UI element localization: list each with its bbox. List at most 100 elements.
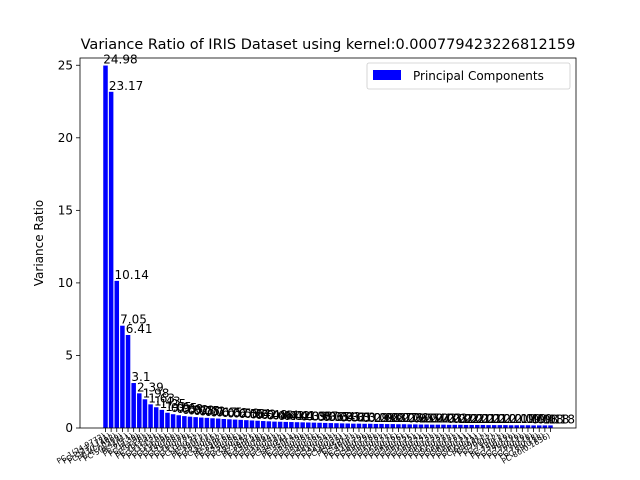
y-tick-label-10: 10 xyxy=(58,276,73,290)
data-label-22: 0.62 xyxy=(222,406,249,420)
bar-32 xyxy=(277,421,283,428)
bar-46 xyxy=(356,423,362,428)
legend-label: Principal Components xyxy=(413,69,544,83)
data-label-36: 0.39 xyxy=(300,409,327,423)
bar-16 xyxy=(187,416,193,428)
bar-37 xyxy=(306,422,311,428)
data-label-58: 0.24 xyxy=(424,412,451,426)
data-label-41: 0.34 xyxy=(329,410,356,424)
bar-43 xyxy=(339,423,345,428)
data-label-63: 0.22 xyxy=(452,412,479,426)
legend-box xyxy=(366,62,571,90)
data-label-69: 0.2 xyxy=(486,412,505,426)
data-label-28: 0.5 xyxy=(255,408,274,422)
bar-64 xyxy=(458,424,463,428)
data-label-35: 0.4 xyxy=(295,409,314,423)
bar-71 xyxy=(497,425,503,428)
data-label-9: 1.63 xyxy=(148,391,175,405)
bar-35 xyxy=(294,422,300,428)
data-label-51: 0.27 xyxy=(385,411,412,425)
bar-41 xyxy=(328,423,334,428)
data-label-59: 0.23 xyxy=(430,412,457,426)
bar-69 xyxy=(486,425,491,428)
bar-28 xyxy=(255,420,260,428)
bar-53 xyxy=(396,424,401,428)
bar-15 xyxy=(182,416,187,428)
bar-76 xyxy=(525,425,531,428)
bar-42 xyxy=(334,423,339,428)
data-label-12: 1.05 xyxy=(165,400,192,414)
data-label-52: 0.27 xyxy=(391,411,418,425)
bar-33 xyxy=(283,421,289,428)
bar-48 xyxy=(367,423,373,428)
data-label-32: 0.43 xyxy=(278,409,305,423)
bar-21 xyxy=(215,418,221,428)
data-label-3: 10.14 xyxy=(115,268,149,282)
data-label-66: 0.21 xyxy=(469,412,496,426)
data-label-71: 0.2 xyxy=(498,412,517,426)
data-label-70: 0.2 xyxy=(492,412,511,426)
chart-title: Variance Ratio of IRIS Dataset using ker… xyxy=(81,37,576,53)
bar-23 xyxy=(227,419,232,428)
data-label-74: 0.19 xyxy=(514,412,541,426)
data-label-39: 0.36 xyxy=(317,410,344,424)
data-label-19: 0.7 xyxy=(205,405,224,419)
data-label-27: 0.52 xyxy=(250,407,277,421)
bar-5 xyxy=(125,334,131,428)
data-label-77: 0.18 xyxy=(531,412,558,426)
bar-63 xyxy=(452,424,457,428)
data-label-26: 0.54 xyxy=(244,407,271,421)
bar-70 xyxy=(491,425,497,428)
bar-56 xyxy=(413,424,418,428)
bar-60 xyxy=(435,424,441,428)
data-label-16: 0.78 xyxy=(188,404,215,418)
data-label-60: 0.23 xyxy=(436,412,463,426)
data-label-4: 7.05 xyxy=(120,313,147,327)
bar-31 xyxy=(272,421,277,428)
data-label-43: 0.32 xyxy=(340,410,367,424)
data-labels-group: 24.98 23.17 10.14 7.056.41 3.12.391.981.631.… xyxy=(103,53,575,427)
y-tick-label-15: 15 xyxy=(58,203,73,217)
data-label-7: 2.39 xyxy=(137,380,164,394)
bar-1 xyxy=(103,65,108,429)
data-label-56: 0.25 xyxy=(413,411,440,425)
bar-80 xyxy=(548,425,553,428)
y-tick-label-25: 25 xyxy=(58,58,73,72)
bar-12 xyxy=(165,412,170,428)
bar-52 xyxy=(390,424,396,428)
data-label-67: 0.21 xyxy=(475,412,502,426)
data-label-73: 0.19 xyxy=(509,412,536,426)
bar-27 xyxy=(249,420,255,428)
data-label-44: 0.31 xyxy=(345,411,372,425)
bar-79 xyxy=(542,425,548,428)
y-axis: 0 5 10 15 20 25 xyxy=(58,58,80,435)
data-label-57: 0.24 xyxy=(419,412,446,426)
bar-58 xyxy=(424,424,429,428)
data-label-17: 0.75 xyxy=(193,404,220,418)
data-label-72: 0.2 xyxy=(503,412,522,426)
data-label-15: 0.82 xyxy=(182,403,209,417)
bar-38 xyxy=(311,422,317,428)
data-label-62: 0.22 xyxy=(447,412,474,426)
data-label-8: 1.98 xyxy=(143,386,170,400)
data-label-49: 0.28 xyxy=(374,411,401,425)
bar-65 xyxy=(463,424,469,428)
bar-67 xyxy=(475,424,480,428)
data-label-25: 0.56 xyxy=(238,407,265,421)
data-label-10: 1.43 xyxy=(154,394,181,408)
data-label-47: 0.29 xyxy=(362,411,389,425)
bar-2 xyxy=(108,91,114,428)
data-label-31: 0.44 xyxy=(272,409,299,423)
data-label-33: 0.42 xyxy=(284,409,311,423)
bar-20 xyxy=(210,418,215,428)
bar-10 xyxy=(153,407,159,428)
bar-39 xyxy=(317,422,322,428)
bar-18 xyxy=(199,417,204,428)
data-label-46: 0.3 xyxy=(357,411,376,425)
bar-26 xyxy=(244,420,249,428)
bar-73 xyxy=(508,425,514,428)
bar-50 xyxy=(379,423,384,428)
data-label-54: 0.26 xyxy=(402,411,429,425)
bar-66 xyxy=(469,424,474,428)
